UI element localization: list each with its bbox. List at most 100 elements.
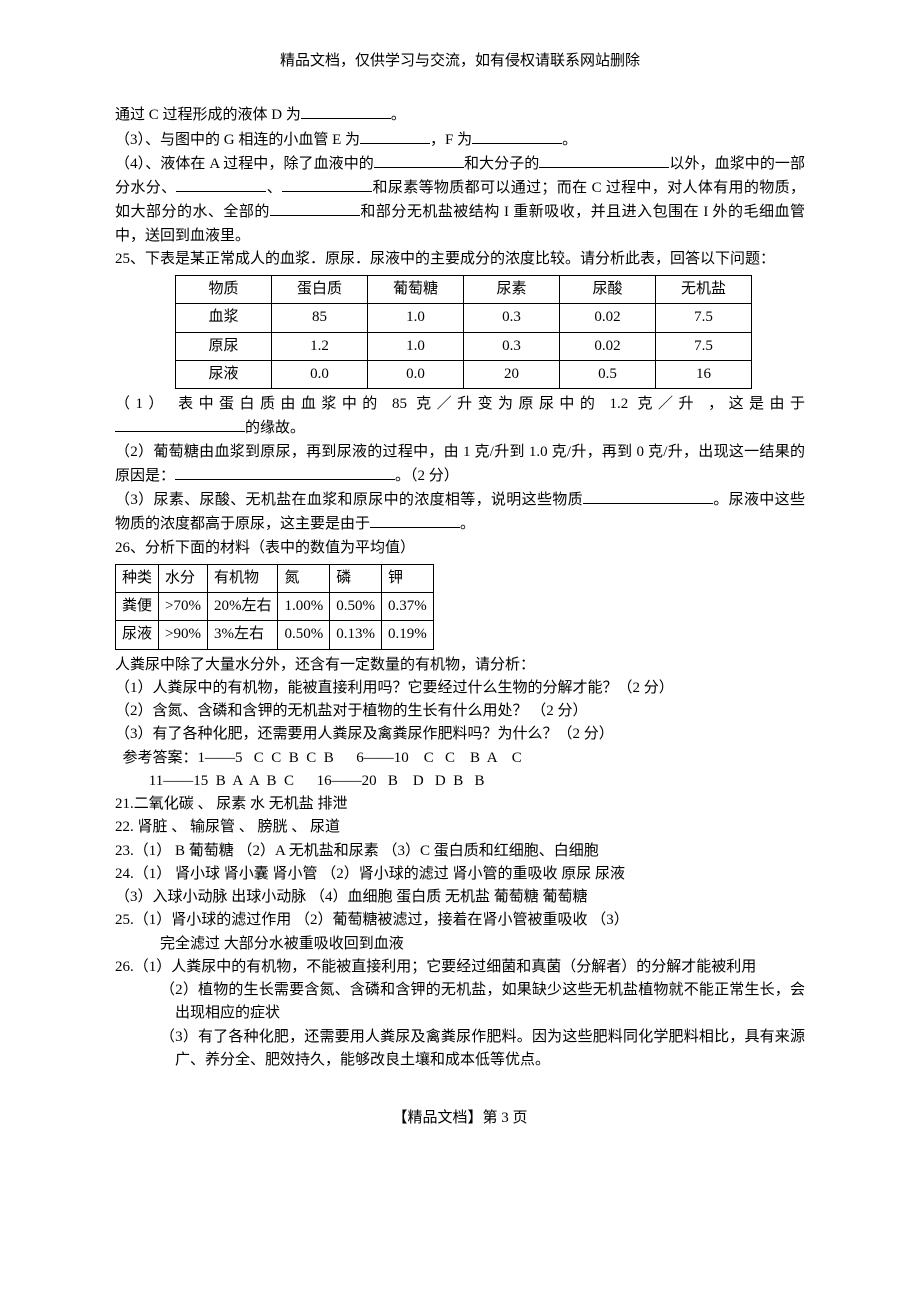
cell: 0.5 [560, 360, 656, 388]
q25-1: （1） 表中蛋白质由血浆中的 85 克／升变为原尿中的 1.2 克／升 ，这是由… [115, 393, 805, 416]
txt: 。 [391, 107, 406, 123]
q25-3: （3）尿素、尿酸、无机盐在血浆和原尿中的浓度相等，说明这些物质。尿液中这些物质的… [115, 488, 805, 537]
page-header: 精品文档，仅供学习与交流，如有侵权请联系网站删除 [115, 50, 805, 73]
a22: 22. 肾脏 、 输尿管 、 膀胱 、 尿道 [115, 816, 805, 839]
q26-3: （3）有了各种化肥，还需要用人粪尿及禽粪尿作肥料吗？为什么？（2 分） [115, 723, 805, 746]
table-row: 尿液 0.0 0.0 20 0.5 16 [176, 360, 752, 388]
a24b: （3）入球小动脉 出球小动脉 （4）血细胞 蛋白质 无机盐 葡萄糖 葡萄糖 [115, 886, 805, 909]
page-footer: 【精品文档】第 3 页 [115, 1107, 805, 1130]
txt: 、 [266, 180, 282, 196]
cell: 磷 [330, 564, 382, 592]
q26-2: （2）含氮、含磷和含钾的无机盐对于植物的生长有什么用处？ （2 分） [115, 700, 805, 723]
q3: （3）、与图中的 G 相连的小血管 E 为 ，F 为 。 [115, 128, 805, 152]
a25a: 25.（1）肾小球的滤过作用 （2）葡萄糖被滤过，接着在肾小管被重吸收 （3） [115, 909, 805, 932]
cell: 0.0 [368, 360, 464, 388]
cell: 16 [656, 360, 752, 388]
answers-line-2: 11——15 B A A B C 16——20 B D D B B [115, 770, 805, 793]
cell: 尿素 [464, 276, 560, 304]
cell: 尿液 [116, 621, 159, 649]
txt: 。 [562, 132, 577, 148]
a23: 23.（1） B 葡萄糖 （2）A 无机盐和尿素 （3）C 蛋白质和红细胞、白细… [115, 840, 805, 863]
blank [175, 464, 395, 480]
blank [374, 152, 464, 168]
cell: 0.50% [278, 621, 330, 649]
cell: 85 [272, 304, 368, 332]
cell: 20%左右 [207, 593, 278, 621]
blank [115, 416, 245, 432]
txt: ，F 为 [430, 132, 472, 148]
cell: 1.2 [272, 332, 368, 360]
a26-1: 26.（1）人粪尿中的有机物，不能被直接利用；它要经过细菌和真菌（分解者）的分解… [115, 956, 805, 979]
txt: （1） 表中蛋白质由血浆中的 85 克／升变为原尿中的 1.2 克／升 ，这是由… [115, 396, 805, 412]
txt: 的缘故。 [245, 420, 305, 436]
a26-2: （2）植物的生长需要含氮、含磷和含钾的无机盐，如果缺少这些无机盐植物就不能正常生… [115, 979, 805, 1026]
a24a: 24.（1） 肾小球 肾小囊 肾小管 （2）肾小球的滤过 肾小管的重吸收 原尿 … [115, 863, 805, 886]
cell: 0.02 [560, 304, 656, 332]
blank [472, 128, 562, 144]
blank [282, 176, 372, 192]
cell: 物质 [176, 276, 272, 304]
table-row: 物质 蛋白质 葡萄糖 尿素 尿酸 无机盐 [176, 276, 752, 304]
txt: 。 [460, 516, 475, 532]
cell: 蛋白质 [272, 276, 368, 304]
cell: 尿酸 [560, 276, 656, 304]
cell: 0.3 [464, 332, 560, 360]
cell: 粪便 [116, 593, 159, 621]
cell: 0.37% [381, 593, 433, 621]
txt: 通过 C 过程形成的液体 D 为 [115, 107, 301, 123]
q4: （4）、液体在 A 过程中，除了血液中的和大分子的以外，血浆中的一部分水分、、和… [115, 152, 805, 248]
cell: 种类 [116, 564, 159, 592]
cell: 7.5 [656, 332, 752, 360]
cell: 0.0 [272, 360, 368, 388]
q25-intro: 25、下表是某正常成人的血浆．原尿．尿液中的主要成分的浓度比较。请分析此表，回答… [115, 248, 805, 271]
cell: 原尿 [176, 332, 272, 360]
cell: 0.19% [381, 621, 433, 649]
cell: 血浆 [176, 304, 272, 332]
blank [370, 512, 460, 528]
q26-1: （1）人粪尿中的有机物，能被直接利用吗？它要经过什么生物的分解才能？（2 分） [115, 677, 805, 700]
cell: 3%左右 [207, 621, 278, 649]
blank [583, 488, 713, 504]
q26-intro: 26、分析下面的材料（表中的数值为平均值） [115, 537, 805, 560]
table-2: 种类 水分 有机物 氮 磷 钾 粪便 >70% 20%左右 1.00% 0.50… [115, 564, 434, 650]
a25b: 完全滤过 大部分水被重吸收回到血液 [115, 933, 805, 956]
blank [301, 103, 391, 119]
cell: 1.0 [368, 304, 464, 332]
cell: 葡萄糖 [368, 276, 464, 304]
table-row: 尿液 >90% 3%左右 0.50% 0.13% 0.19% [116, 621, 434, 649]
table-1: 物质 蛋白质 葡萄糖 尿素 尿酸 无机盐 血浆 85 1.0 0.3 0.02 … [175, 275, 752, 389]
cell: 水分 [159, 564, 208, 592]
q25-1b: 的缘故。 [115, 416, 805, 440]
a21: 21.二氧化碳 、 尿素 水 无机盐 排泄 [115, 793, 805, 816]
cell: 1.00% [278, 593, 330, 621]
cell: 0.3 [464, 304, 560, 332]
q25-2: （2）葡萄糖由血浆到原尿，再到尿液的过程中，由 1 克/升到 1.0 克/升，再… [115, 441, 805, 489]
cell: 20 [464, 360, 560, 388]
blank [360, 128, 430, 144]
cell: 0.50% [330, 593, 382, 621]
cell: 7.5 [656, 304, 752, 332]
cell: 无机盐 [656, 276, 752, 304]
cell: 钾 [381, 564, 433, 592]
txt: 。（2 分） [395, 468, 459, 484]
table-row: 原尿 1.2 1.0 0.3 0.02 7.5 [176, 332, 752, 360]
cell: 尿液 [176, 360, 272, 388]
answers-line-1: 参考答案：1——5 C C B C B 6——10 C C B A C [115, 747, 805, 770]
txt: （3）、与图中的 G 相连的小血管 E 为 [115, 132, 360, 148]
line-1: 通过 C 过程形成的液体 D 为 。 [115, 103, 805, 127]
table-row: 种类 水分 有机物 氮 磷 钾 [116, 564, 434, 592]
table-row: 血浆 85 1.0 0.3 0.02 7.5 [176, 304, 752, 332]
cell: >70% [159, 593, 208, 621]
cell: 氮 [278, 564, 330, 592]
blank [539, 152, 669, 168]
table-row: 粪便 >70% 20%左右 1.00% 0.50% 0.37% [116, 593, 434, 621]
cell: 0.02 [560, 332, 656, 360]
txt: （3）尿素、尿酸、无机盐在血浆和原尿中的浓度相等，说明这些物质 [115, 492, 583, 508]
a26-3: （3）有了各种化肥，还需要用人粪尿及禽粪尿作肥料。因为这些肥料同化学肥料相比，具… [115, 1026, 805, 1073]
txt: 和大分子的 [464, 156, 539, 172]
q26-lead: 人粪尿中除了大量水分外，还含有一定数量的有机物，请分析： [115, 654, 805, 677]
blank [270, 200, 360, 216]
txt: （4）、液体在 A 过程中，除了血液中的 [115, 156, 374, 172]
cell: >90% [159, 621, 208, 649]
cell: 0.13% [330, 621, 382, 649]
